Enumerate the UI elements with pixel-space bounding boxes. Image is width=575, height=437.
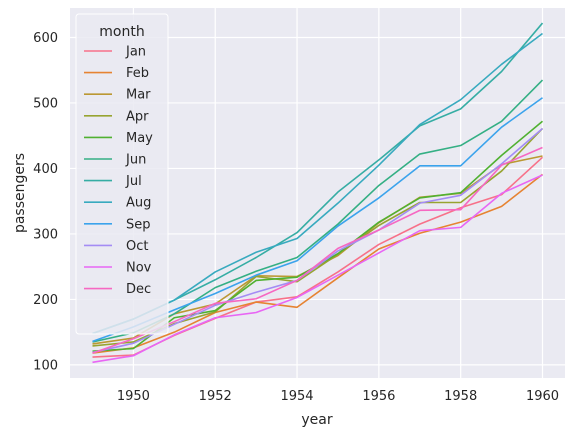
y-tick-label: 600 [33, 31, 58, 46]
legend-label-dec: Dec [126, 282, 151, 297]
y-axis-label: passengers [12, 153, 28, 233]
legend-items: Jan Feb Mar Apr May Jun Jul Aug Sep Oct Nov Dec [84, 45, 153, 297]
legend-label-jun: Jun [125, 153, 146, 168]
x-tick-label: 1952 [199, 389, 232, 404]
x-tick-label: 1958 [444, 389, 477, 404]
y-tick-label: 400 [33, 162, 58, 177]
legend-label-mar: Mar [126, 88, 151, 103]
y-tick-label: 300 [33, 227, 58, 242]
x-tick-label: 1950 [117, 389, 150, 404]
legend-label-may: May [126, 131, 153, 146]
legend-label-oct: Oct [126, 239, 148, 254]
legend-title: month [99, 24, 144, 40]
legend-label-jan: Jan [125, 45, 146, 60]
series-line-nov [92, 174, 543, 364]
series-line-feb [92, 173, 543, 354]
x-tick-labels: 1950 1952 1954 1956 1958 1960 [117, 389, 559, 404]
x-tick-label: 1960 [526, 389, 559, 404]
legend: month Jan Feb Mar Apr May Jun Jul Aug Sep Oct Nov D… [75, 13, 169, 335]
y-tick-labels: 100 200 300 400 500 600 [33, 31, 58, 373]
y-tick-label: 100 [33, 358, 58, 373]
legend-label-apr: Apr [126, 109, 149, 124]
legend-box [75, 13, 169, 335]
legend-label-feb: Feb [126, 66, 149, 81]
x-tick-label: 1956 [362, 389, 395, 404]
legend-label-sep: Sep [126, 217, 151, 232]
x-tick-label: 1954 [280, 389, 313, 404]
x-axis-label: year [301, 412, 332, 428]
legend-label-nov: Nov [126, 261, 152, 276]
legend-label-jul: Jul [125, 174, 142, 189]
y-tick-label: 200 [33, 293, 58, 308]
legend-label-aug: Aug [126, 196, 151, 211]
y-tick-label: 500 [33, 96, 58, 111]
